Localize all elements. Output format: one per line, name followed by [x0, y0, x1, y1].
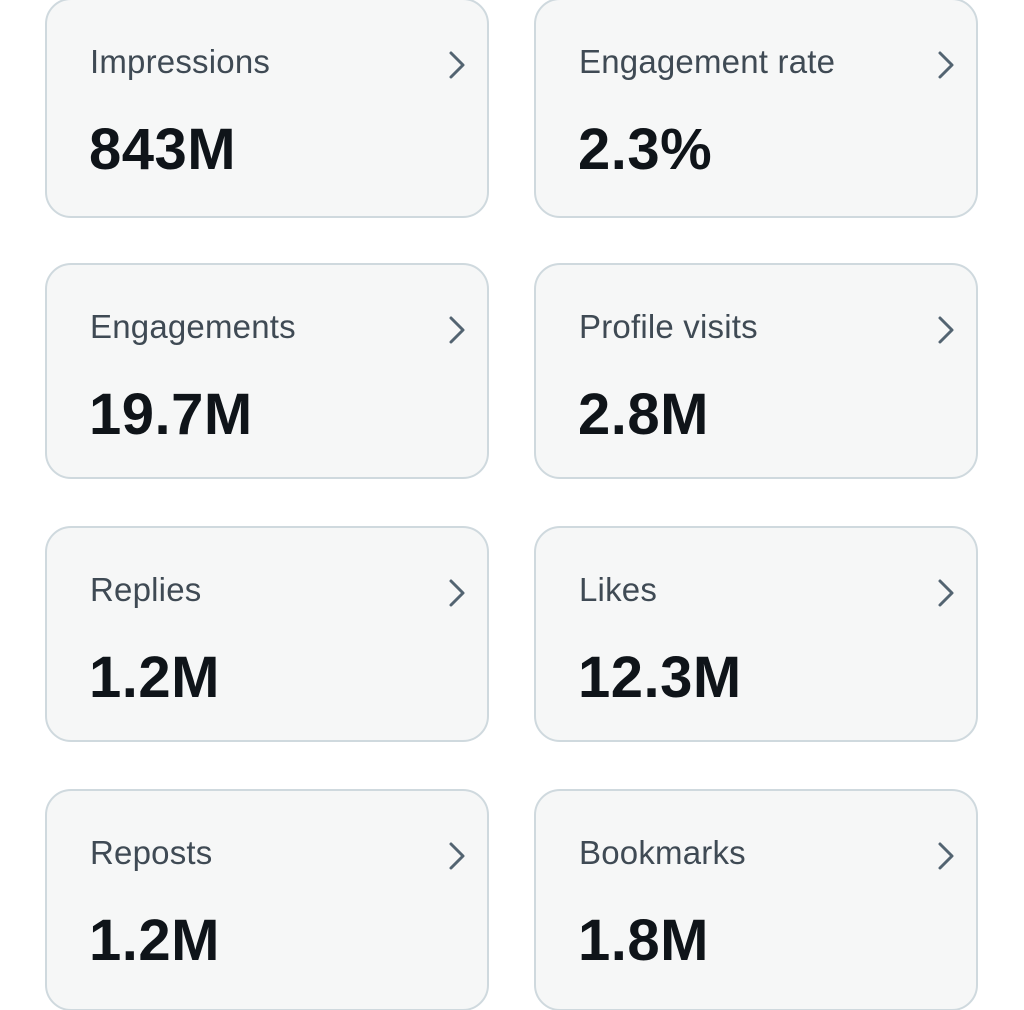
chevron-right-icon: [443, 313, 469, 347]
metric-card-engagements[interactable]: Engagements 19.7M: [45, 263, 489, 479]
metric-card-engagement-rate[interactable]: Engagement rate 2.3%: [534, 0, 978, 218]
metric-label: Replies: [90, 571, 202, 608]
metric-value: 19.7M: [89, 382, 253, 447]
metric-label: Bookmarks: [579, 834, 746, 871]
metric-value: 2.8M: [578, 382, 709, 447]
metric-value: 1.8M: [578, 908, 709, 973]
metric-label: Reposts: [90, 834, 213, 871]
metric-card-profile-visits[interactable]: Profile visits 2.8M: [534, 263, 978, 479]
chevron-right-icon: [932, 48, 958, 82]
metric-card-likes[interactable]: Likes 12.3M: [534, 526, 978, 742]
metric-value: 843M: [89, 117, 237, 182]
metric-value: 12.3M: [578, 645, 742, 710]
metric-value: 2.3%: [578, 117, 713, 182]
chevron-right-icon: [443, 576, 469, 610]
metric-value: 1.2M: [89, 908, 220, 973]
chevron-right-icon: [443, 48, 469, 82]
metric-label: Likes: [579, 571, 658, 608]
metric-card-bookmarks[interactable]: Bookmarks 1.8M: [534, 789, 978, 1010]
chevron-right-icon: [932, 839, 958, 873]
chevron-right-icon: [932, 313, 958, 347]
metric-card-impressions[interactable]: Impressions 843M: [45, 0, 489, 218]
metric-card-reposts[interactable]: Reposts 1.2M: [45, 789, 489, 1010]
metric-label: Profile visits: [579, 308, 758, 345]
metric-label: Impressions: [90, 43, 271, 80]
metric-card-replies[interactable]: Replies 1.2M: [45, 526, 489, 742]
chevron-right-icon: [443, 839, 469, 873]
metric-label: Engagement rate: [579, 43, 836, 80]
metric-label: Engagements: [90, 308, 296, 345]
chevron-right-icon: [932, 576, 958, 610]
metric-value: 1.2M: [89, 645, 220, 710]
